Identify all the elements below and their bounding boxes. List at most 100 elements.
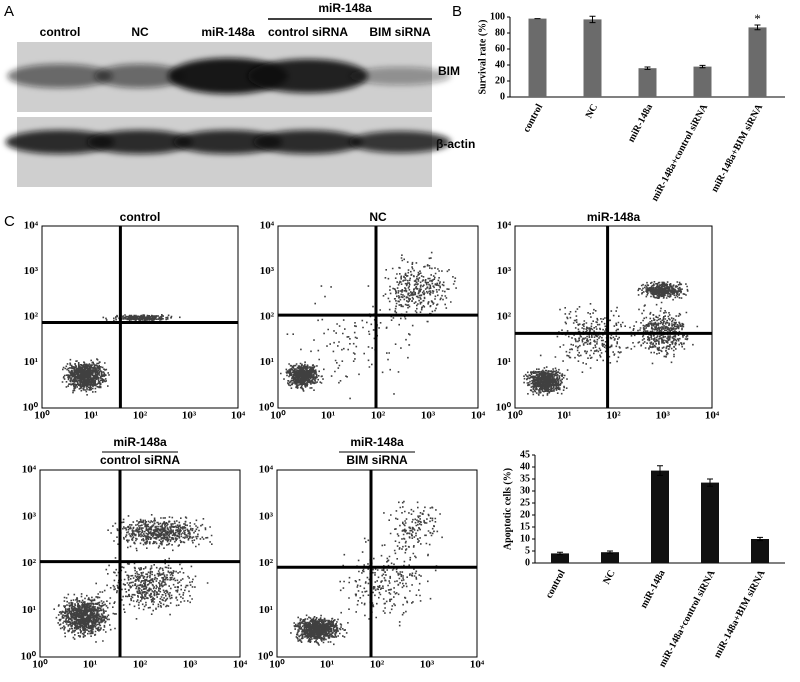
y-tick-label: 10⁴ bbox=[22, 464, 37, 476]
x-tick-label: 10³ bbox=[421, 410, 436, 422]
flow-dots bbox=[280, 251, 457, 400]
x-tick-label: 10¹ bbox=[320, 659, 334, 671]
band bbox=[5, 130, 115, 154]
y-tick-label: 10⁴ bbox=[259, 464, 274, 476]
bar bbox=[701, 482, 719, 563]
band bbox=[7, 64, 113, 88]
y-tick-label: 10⁰ bbox=[258, 651, 274, 663]
error-bar bbox=[757, 536, 763, 542]
y-tick-label: 0 bbox=[525, 557, 530, 568]
y-tick-label: 10¹ bbox=[259, 604, 273, 616]
error-bar bbox=[557, 551, 563, 556]
y-tick-label: 5 bbox=[525, 545, 530, 556]
y-tick-label: 10³ bbox=[259, 510, 274, 522]
y-tick-label: 40 bbox=[495, 59, 505, 70]
x-tick-label: 10⁰ bbox=[270, 410, 286, 422]
x-tick-label: 10³ bbox=[183, 659, 198, 671]
flow-dots bbox=[53, 514, 213, 643]
group-header: miR-148a bbox=[318, 1, 372, 15]
y-tick-label: 10⁰ bbox=[21, 651, 37, 663]
band bbox=[349, 67, 451, 85]
x-tick-label: 10⁰ bbox=[269, 659, 285, 671]
x-tick-label: 10⁴ bbox=[231, 410, 246, 422]
annotation: * bbox=[754, 11, 761, 26]
band bbox=[94, 64, 186, 88]
bar bbox=[551, 553, 569, 563]
y-tick-label: 45 bbox=[520, 449, 530, 460]
y-tick-label: 10² bbox=[22, 557, 37, 569]
y-tick-label: 0 bbox=[500, 91, 505, 102]
x-tick-label: 10⁴ bbox=[470, 659, 485, 671]
flow-title: control bbox=[120, 210, 161, 224]
y-tick-label: 10³ bbox=[22, 510, 37, 522]
error-bar bbox=[607, 550, 613, 554]
y-tick-label: 10 bbox=[520, 533, 530, 544]
y-tick-label: 10⁰ bbox=[496, 402, 512, 414]
flow-dots bbox=[290, 500, 443, 646]
y-tick-label: 60 bbox=[495, 43, 505, 54]
x-tick-label: 10⁴ bbox=[471, 410, 486, 422]
x-tick-label: 10¹ bbox=[557, 410, 571, 422]
flow-title: miR-148a bbox=[350, 435, 404, 449]
x-tick-label: 10² bbox=[606, 410, 621, 422]
x-tick-label: 10¹ bbox=[83, 659, 97, 671]
bar bbox=[748, 27, 767, 97]
band bbox=[87, 130, 193, 154]
x-tick-label: 10⁴ bbox=[705, 410, 720, 422]
y-tick-label: 30 bbox=[520, 485, 530, 496]
x-tick-label: 10¹ bbox=[84, 410, 98, 422]
band bbox=[253, 130, 363, 154]
x-tick-label: miR-148a+control siRNA bbox=[657, 568, 718, 670]
lane-label: miR-148a bbox=[201, 25, 255, 39]
y-tick-label: 10⁰ bbox=[23, 402, 39, 414]
y-tick-label: 10¹ bbox=[22, 604, 36, 616]
x-tick-label: 10³ bbox=[656, 410, 671, 422]
error-bar bbox=[657, 465, 663, 476]
bar bbox=[693, 66, 712, 97]
y-tick-label: 20 bbox=[495, 75, 505, 86]
band bbox=[349, 131, 451, 153]
x-tick-label: control bbox=[544, 568, 568, 600]
y-axis-label: Survival rate (%) bbox=[477, 20, 488, 95]
flow-title: BIM siRNA bbox=[346, 453, 408, 467]
error-bar bbox=[707, 478, 713, 487]
y-tick-label: 80 bbox=[495, 27, 505, 38]
flow-title: miR-148a bbox=[587, 210, 641, 224]
y-tick-label: 10¹ bbox=[24, 356, 38, 368]
lane-label: BIM siRNA bbox=[369, 25, 431, 39]
x-tick-label: 10¹ bbox=[321, 410, 335, 422]
panel-label: A bbox=[4, 3, 14, 20]
x-tick-label: miR-148a+control siRNA bbox=[649, 102, 710, 204]
y-tick-label: 20 bbox=[520, 509, 530, 520]
y-tick-label: 10¹ bbox=[497, 356, 511, 368]
panel-label: B bbox=[452, 3, 462, 20]
y-tick-label: 10² bbox=[259, 557, 274, 569]
y-tick-label: 10³ bbox=[24, 265, 39, 277]
bar bbox=[601, 552, 619, 563]
x-tick-label: 10⁰ bbox=[32, 659, 48, 671]
y-axis-label: Apoptotic cells (%) bbox=[502, 468, 513, 550]
y-tick-label: 100 bbox=[490, 11, 505, 22]
y-tick-label: 15 bbox=[520, 521, 530, 532]
x-tick-label: control bbox=[521, 102, 545, 134]
flow-title: control siRNA bbox=[100, 453, 180, 467]
y-tick-label: 10⁴ bbox=[24, 220, 39, 232]
band bbox=[248, 59, 368, 93]
flow-dots bbox=[61, 314, 181, 396]
y-tick-label: 10⁴ bbox=[260, 220, 275, 232]
x-tick-label: 10³ bbox=[182, 410, 197, 422]
y-tick-label: 35 bbox=[520, 473, 530, 484]
x-tick-label: miR-148a bbox=[638, 568, 667, 610]
x-tick-label: miR-148a bbox=[626, 102, 655, 144]
x-tick-label: 10² bbox=[371, 410, 386, 422]
error-bar bbox=[589, 15, 596, 24]
y-tick-label: 10¹ bbox=[260, 356, 274, 368]
flow-title: NC bbox=[369, 210, 387, 224]
x-tick-label: miR-148a+BIM siRNA bbox=[709, 102, 765, 195]
x-tick-label: 10⁰ bbox=[507, 410, 523, 422]
x-tick-label: 10² bbox=[133, 410, 148, 422]
y-tick-label: 10³ bbox=[497, 265, 512, 277]
y-tick-label: 25 bbox=[520, 497, 530, 508]
x-tick-label: 10³ bbox=[420, 659, 435, 671]
